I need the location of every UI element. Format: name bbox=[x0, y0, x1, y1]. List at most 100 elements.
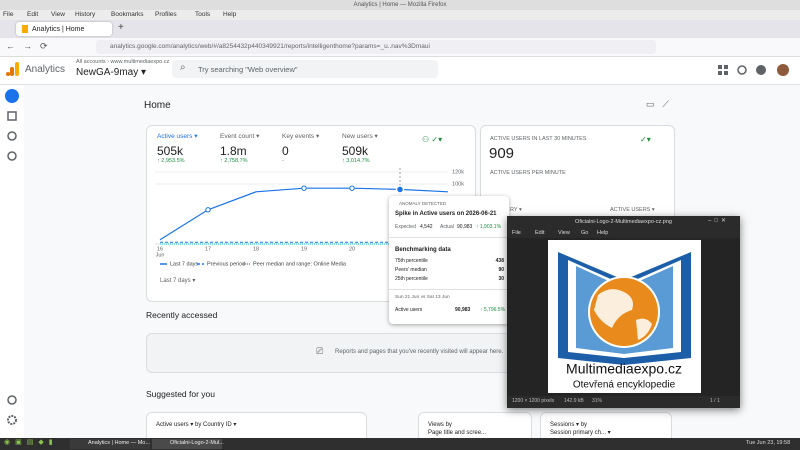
x-tick-label: 18 bbox=[253, 246, 259, 252]
tab-strip bbox=[0, 20, 800, 38]
point bbox=[205, 207, 211, 213]
suggested-card-title[interactable]: Session primary ch... ▾ bbox=[550, 430, 611, 436]
anomaly-tooltip bbox=[389, 196, 509, 324]
breadcrumb[interactable]: All accounts › www.multimediaexpo.cz bbox=[76, 59, 170, 65]
date-range[interactable]: Last 7 days ▾ bbox=[160, 278, 196, 284]
legend-label: Peer median and range: Online Media bbox=[253, 261, 347, 267]
tooltip-change: ↑ 1,903.1% bbox=[476, 224, 502, 230]
tooltip-label: Actual bbox=[440, 224, 454, 230]
menu-item[interactable]: View bbox=[51, 11, 65, 18]
realtime-metric[interactable]: ACTIVE USERS ▾ bbox=[610, 207, 655, 213]
url-text: analytics.google.com/analytics/web/#/a82… bbox=[110, 43, 430, 50]
viewer-menu-item[interactable]: Go bbox=[581, 230, 589, 236]
bench-value: 30 bbox=[498, 276, 504, 282]
tab-favicon bbox=[22, 25, 28, 33]
bench-value: 90 bbox=[498, 267, 504, 273]
realtime-dimension[interactable]: RY ▾ bbox=[510, 207, 522, 213]
page-actions[interactable]: ▭⟋ bbox=[646, 99, 677, 109]
metric-label[interactable]: Key events ▾ bbox=[282, 133, 320, 140]
menu-item[interactable]: History bbox=[75, 11, 96, 18]
tooltip-title: Spike in Active users on 2026-06-21 bbox=[395, 211, 497, 217]
suggested-card-title[interactable]: Active users ▾ by Country ID ▾ bbox=[156, 422, 237, 428]
menu-item[interactable]: Bookmarks bbox=[111, 11, 144, 18]
menu-item[interactable]: File bbox=[3, 11, 14, 18]
metric-change: ↑ 2,953.5% bbox=[157, 158, 185, 164]
legend-label: Last 7 days bbox=[170, 261, 198, 267]
viewer-controls[interactable]: –□✕ bbox=[708, 218, 729, 224]
tooltip-value: 4,542 bbox=[420, 224, 433, 230]
x-tick-label: 17 bbox=[205, 246, 211, 252]
metric-change: ↑ 2,758.7% bbox=[220, 158, 248, 164]
metric-value: 509k bbox=[342, 144, 369, 158]
viewer-menu-item[interactable]: View bbox=[558, 230, 570, 236]
bench-label: 25th percentile bbox=[395, 276, 428, 282]
sidebar bbox=[0, 85, 24, 438]
tooltip-subtitle: Benchmarking data bbox=[395, 247, 451, 253]
ga-logo bbox=[6, 62, 19, 76]
tooltip-value: 90,983 bbox=[457, 224, 473, 230]
recent-icon: ⎚ bbox=[316, 346, 324, 356]
card-actions[interactable]: ⚇ ✓▾ bbox=[422, 135, 443, 144]
y-tick-label: 100k bbox=[452, 181, 464, 187]
tooltip-change: ↑ 5,796.5% bbox=[480, 307, 506, 313]
product-name: Analytics bbox=[25, 64, 66, 75]
metric-change: ↑ 3,014.7% bbox=[342, 158, 370, 164]
viewer-zoom: 31% bbox=[592, 398, 603, 404]
point bbox=[349, 185, 355, 191]
taskbar-app[interactable] bbox=[152, 439, 222, 449]
tab[interactable] bbox=[16, 22, 112, 36]
realtime-card bbox=[480, 125, 675, 222]
tooltip-label: Active users bbox=[395, 307, 423, 313]
menu-item[interactable]: Edit bbox=[27, 11, 39, 18]
metric-value: 1.8m bbox=[220, 144, 247, 158]
header-icons[interactable] bbox=[716, 62, 794, 78]
suggested-card-title[interactable]: Page title and scree... bbox=[428, 430, 487, 436]
viewer-size: 1200 × 1200 pixels bbox=[512, 398, 555, 404]
section-title: Suggested for you bbox=[146, 389, 215, 399]
nav-buttons[interactable]: ←→⟳ bbox=[6, 41, 56, 51]
suggested-card-title[interactable]: Views by bbox=[428, 422, 452, 428]
viewer-menu-item[interactable]: Help bbox=[597, 230, 609, 236]
x-tick-label: 16 bbox=[157, 246, 163, 252]
tooltip-badge: ANOMALY DETECTED bbox=[399, 201, 447, 206]
viewer-menu-item[interactable]: Edit bbox=[535, 230, 545, 236]
new-tab[interactable]: + bbox=[118, 22, 124, 33]
metric-value: 0 bbox=[282, 144, 289, 158]
realtime-subtitle: ACTIVE USERS PER MINUTE bbox=[490, 170, 566, 176]
title-bar bbox=[0, 0, 800, 10]
legend-label: Previous period bbox=[207, 261, 245, 267]
section-title: Recently accessed bbox=[146, 310, 218, 320]
viewer-bytes: 142.9 kB bbox=[564, 398, 584, 404]
suggested-card-title[interactable]: Sessions ▾ by bbox=[550, 422, 588, 428]
viewer-menu-item[interactable]: File bbox=[512, 230, 521, 236]
launcher-icons[interactable]: ◉▣▤◆▮ bbox=[4, 439, 58, 446]
divider bbox=[389, 289, 509, 290]
clock: Tue Jun 23, 19:58 bbox=[746, 440, 791, 446]
bench-value: 438 bbox=[495, 258, 504, 264]
search-box[interactable] bbox=[172, 60, 438, 78]
metric-label[interactable]: New users ▾ bbox=[342, 133, 378, 140]
sidebar-icons[interactable] bbox=[4, 88, 20, 433]
focus-point bbox=[395, 185, 405, 194]
window-title: Analytics | Home — Mozilla Firefox bbox=[353, 2, 447, 8]
realtime-title: ACTIVE USERS IN LAST 30 MINUTES bbox=[490, 136, 587, 142]
x-tick-label: 19 bbox=[301, 246, 307, 252]
tooltip-label: Expected bbox=[395, 224, 416, 230]
taskbar-app[interactable] bbox=[70, 439, 150, 449]
url-field[interactable] bbox=[96, 40, 656, 54]
property-picker[interactable]: NewGA-9may ▾ bbox=[76, 67, 147, 78]
realtime-check[interactable]: ✓▾ bbox=[640, 135, 651, 144]
divider bbox=[389, 237, 509, 238]
menu-item[interactable]: Tools bbox=[195, 11, 211, 18]
metric-label[interactable]: Active users ▾ bbox=[157, 133, 198, 140]
metric-label[interactable]: Event count ▾ bbox=[220, 133, 260, 140]
logo-subtitle: Otevřená encyklopedie bbox=[573, 380, 676, 391]
recent-empty: Reports and pages that you've recently v… bbox=[335, 349, 504, 355]
menu-item[interactable]: Profiles bbox=[155, 11, 177, 18]
search-placeholder: Try searching "Web overview" bbox=[198, 65, 298, 74]
y-tick-label: 120k bbox=[452, 169, 464, 175]
viewer-title: Oficialni-Logo-2-Multimediaexpo-cz.png bbox=[575, 219, 672, 225]
menu-item[interactable]: Help bbox=[223, 11, 237, 18]
taskbar-app-title: Analytics | Home — Mo... bbox=[88, 440, 150, 446]
